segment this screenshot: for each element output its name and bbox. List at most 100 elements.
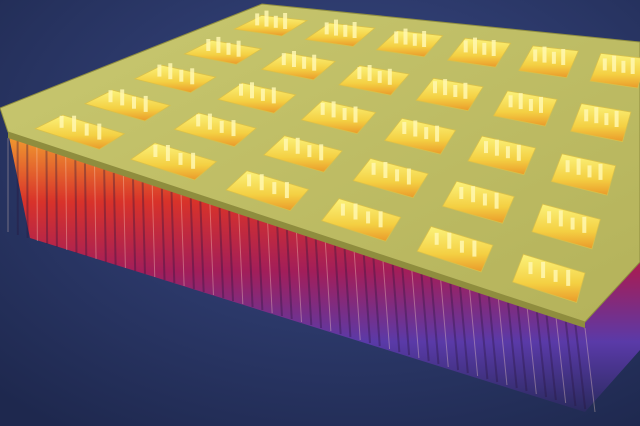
cell-pillar (491, 40, 496, 56)
fin-slit (141, 182, 146, 275)
cell-pillar (484, 141, 488, 154)
cell-pillar (284, 182, 289, 199)
cell-pillar (471, 186, 476, 203)
fin-slit (122, 175, 126, 269)
cell-pillar (395, 169, 400, 182)
fin-slit (333, 245, 342, 335)
cell-cutout (260, 52, 337, 81)
cell-pillar (406, 168, 411, 185)
cell-pillar (576, 158, 581, 175)
cell-pillar (570, 217, 575, 230)
cell-cutout (83, 89, 172, 122)
cell-pillar (143, 95, 148, 112)
cell-pillar (320, 102, 325, 115)
fin-slit (497, 299, 508, 386)
cell-cutout (304, 22, 376, 47)
cell-cutout (217, 82, 297, 114)
cell-pillar (387, 68, 392, 85)
cell-pillar (178, 152, 183, 165)
cell-pillar (598, 163, 603, 180)
cell-pillar (582, 216, 587, 233)
cell-cutout (183, 39, 263, 65)
cell-pillar (472, 240, 477, 257)
cell-pillar (453, 85, 458, 97)
fin-slit (420, 274, 430, 362)
cell-pillar (367, 65, 372, 81)
cell-pillar (383, 162, 388, 178)
fin-slit (276, 226, 283, 317)
cell-pillar (231, 120, 236, 137)
cell-pillar (443, 79, 448, 96)
fin-slit (74, 160, 78, 254)
cell-pillar (558, 210, 563, 227)
cell-pillar (473, 37, 477, 54)
fin-slit (170, 191, 176, 284)
cell-pillar (394, 31, 399, 44)
fin-slit (314, 239, 323, 329)
cell-pillar (302, 56, 307, 69)
cell-pillar (165, 145, 170, 161)
fin-slit (209, 204, 214, 296)
fin-slit (478, 293, 489, 380)
fin-slit (440, 280, 449, 368)
cell-pillar (533, 49, 538, 62)
cell-pillar (331, 101, 336, 118)
cell-pillar (541, 262, 546, 278)
cell-pillar (459, 187, 464, 199)
fin-slit (285, 229, 293, 320)
fin-slit (516, 305, 528, 392)
cell-pillar (553, 269, 558, 282)
cell-pillar (342, 108, 347, 120)
fin-slit (324, 242, 332, 332)
cell-pillar (120, 89, 125, 106)
fin-slit (247, 217, 254, 308)
cell-pillar (272, 182, 277, 195)
cell-pillar (281, 53, 286, 66)
cell-pillar (463, 40, 468, 53)
fin-slit (238, 213, 244, 305)
cell-pillar (236, 40, 241, 57)
fin-slit (584, 327, 596, 413)
cell-pillar (459, 240, 464, 253)
cell-pillar (72, 115, 77, 132)
cell-pillar (334, 19, 338, 36)
cell-pillar (319, 144, 324, 161)
fin-slit (574, 324, 587, 410)
cell-pillar (621, 60, 626, 73)
cell-pillar (273, 15, 278, 28)
cell-pillar (97, 123, 102, 140)
fin-slit (411, 270, 420, 359)
cell-pillar (179, 69, 184, 82)
cell-pillar (494, 139, 499, 156)
cell-pillar (494, 192, 499, 209)
cell-pillar (587, 165, 592, 178)
fin-slit (305, 236, 313, 326)
cell-pillar (219, 120, 224, 133)
fin-slit (362, 255, 371, 344)
cell-pillar (324, 22, 329, 35)
cell-pillar (377, 70, 382, 83)
cell-pillar (132, 96, 136, 109)
fin-slit (391, 264, 401, 353)
cell-pillar (196, 114, 201, 127)
fin-slit (189, 198, 195, 290)
cell-pillar (566, 269, 571, 286)
fin-block (8, 132, 640, 412)
cell-pillar (295, 137, 300, 154)
fin-slit (94, 166, 97, 260)
fin-slit (401, 267, 411, 356)
fin-slit (112, 172, 117, 266)
cell-pillar (482, 42, 487, 55)
cell-pillar (250, 82, 254, 99)
cell-pillar (539, 96, 543, 113)
fin-slit (228, 210, 235, 302)
cell-pillar (216, 36, 221, 53)
cell-cutout (263, 135, 343, 173)
cell-cutout (133, 64, 217, 94)
cell-pillar (371, 162, 376, 175)
fin-slit (45, 150, 49, 245)
cell-pillar (264, 10, 269, 27)
fin-slit (296, 232, 302, 323)
cell-pillar (353, 106, 358, 123)
